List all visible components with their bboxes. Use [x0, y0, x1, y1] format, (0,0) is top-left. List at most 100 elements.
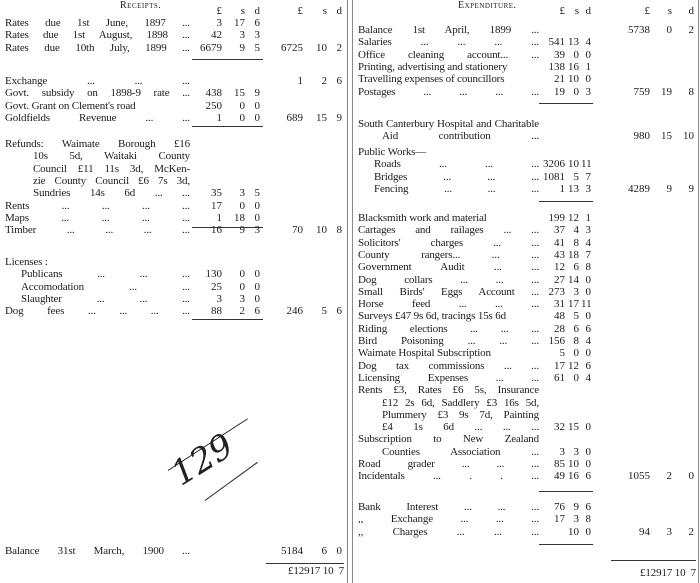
item-shillings: 5	[573, 310, 580, 323]
item-pence: 6	[254, 305, 261, 318]
item-pence: 3	[254, 29, 261, 42]
row-label: Bank Interest ... ... ...	[358, 501, 539, 513]
item-pence: 0	[585, 273, 592, 286]
item-pounds: 27	[554, 273, 565, 286]
row-label: Rents ... ... ... ...	[5, 199, 190, 212]
item-shillings: 14	[568, 273, 579, 286]
item-shillings: 15	[234, 87, 245, 100]
item-shillings: 0	[239, 268, 246, 281]
row-label: Rents £3, Rates £6 5s, Insurance	[358, 384, 539, 397]
row-label: Office cleaning account... ...	[358, 48, 539, 61]
item-pounds: 6679	[200, 41, 222, 54]
sum-rule	[266, 563, 344, 564]
subtotal-shillings: 19	[661, 85, 672, 98]
item-pence: 1	[585, 212, 592, 224]
item-pence: 6	[585, 470, 592, 483]
item-pounds: 25	[211, 280, 222, 293]
row-label: Blacksmith work and material	[358, 212, 487, 224]
item-pounds: 3	[216, 292, 223, 305]
row-label: Timber ... ... ... ...	[5, 224, 190, 237]
item-pence: 3	[585, 182, 592, 195]
row-label: Plummery £3 9s 7d, Painting	[382, 408, 539, 421]
column-divider	[347, 0, 348, 583]
item-shillings: 12	[568, 359, 579, 372]
item-pounds: 5	[559, 347, 566, 360]
column-heading: £	[216, 5, 223, 17]
subtotal-pence: 0	[688, 470, 695, 483]
subtotal-pounds: 5184	[281, 545, 303, 557]
item-pounds: 438	[205, 87, 223, 100]
row-label: Aid contribution ...	[382, 130, 539, 143]
row-label: 10s 5d, Waitaki County	[33, 150, 190, 163]
item-shillings: 17	[568, 298, 579, 311]
item-shillings: 0	[239, 280, 246, 293]
row-label: Roads ... ... ...	[374, 158, 539, 171]
row-label: Bird Poisoning ... ... ...	[358, 335, 539, 347]
item-shillings: 10	[568, 525, 579, 538]
row-label: Goldfields Revenue ... ...	[5, 111, 190, 124]
item-pounds: 85	[554, 458, 565, 470]
item-pounds: 12	[554, 261, 565, 274]
item-pounds: 48	[554, 310, 565, 323]
item-pence: 8	[585, 513, 592, 526]
subtotal-pence: 2	[688, 24, 695, 36]
receipts-title: Receipts.	[120, 0, 162, 11]
item-pounds: 1081	[543, 170, 565, 183]
item-shillings: 8	[573, 236, 580, 249]
row-label: Council £11 11s 3d, McKen-	[33, 162, 190, 175]
item-shillings: 18	[568, 248, 579, 261]
item-pounds: 76	[554, 501, 565, 513]
item-pence: 11	[581, 158, 592, 171]
item-pence: 6	[254, 17, 261, 29]
item-shillings: 8	[573, 335, 580, 347]
row-label: Horse feed ... ... ...	[358, 298, 539, 311]
column-heading: d	[336, 5, 343, 17]
item-pounds: 130	[205, 268, 223, 281]
subtotal-pounds: 70	[292, 224, 303, 237]
item-pence: 6	[585, 501, 592, 513]
column-heading: s	[322, 5, 327, 17]
subtotal-pounds: 689	[286, 111, 304, 124]
row-label: Refunds: Waimate Borough £16	[5, 138, 190, 150]
row-label: Government Audit ... ...	[358, 261, 539, 274]
item-pounds: 156	[548, 335, 566, 347]
item-pounds: 88	[211, 305, 222, 318]
expenditure-title: Expenditure.	[458, 0, 517, 11]
subtotal-pounds: 5738	[628, 24, 650, 36]
subtotal-pounds: 1055	[628, 470, 650, 483]
item-shillings: 4	[573, 224, 580, 237]
item-shillings: 0	[239, 199, 246, 212]
item-pence: 1	[585, 60, 592, 73]
sum-rule	[192, 319, 263, 320]
column-heading: £	[644, 5, 651, 17]
item-shillings: 3	[239, 292, 246, 305]
subtotal-shillings: 10	[316, 41, 327, 54]
row-label: ,, Exchange ... ... ...	[358, 513, 539, 526]
item-pence: 5	[254, 41, 261, 54]
item-pounds: 199	[548, 212, 566, 224]
subtotal-pence: 0	[336, 545, 343, 557]
subtotal-shillings: 2	[321, 75, 328, 87]
subtotal-pounds: 94	[639, 525, 650, 538]
item-pence: 0	[254, 292, 261, 305]
item-shillings: 3	[239, 29, 246, 42]
item-shillings: 12	[568, 212, 579, 224]
row-label: Fencing ... ... ...	[374, 182, 539, 195]
item-pence: 0	[585, 48, 592, 61]
row-label: Bridges ... ... ...	[374, 170, 539, 183]
item-shillings: 0	[573, 85, 580, 98]
item-pence: 6	[585, 322, 592, 335]
item-shillings: 10	[568, 458, 579, 470]
item-pounds	[541, 526, 565, 538]
subtotal-pence: 6	[336, 75, 343, 87]
sum-rule	[192, 59, 263, 60]
item-pence: 7	[585, 248, 592, 261]
item-pounds: 42	[211, 29, 222, 42]
item-pounds: 35	[211, 187, 222, 200]
item-pounds: 17	[554, 513, 565, 526]
item-shillings: 16	[568, 470, 579, 483]
item-shillings: 5	[573, 170, 580, 183]
item-shillings: 10	[568, 73, 579, 86]
row-label: Govt. subsidy on 1898-9 rate ...	[5, 87, 190, 100]
item-shillings: 6	[573, 322, 580, 335]
